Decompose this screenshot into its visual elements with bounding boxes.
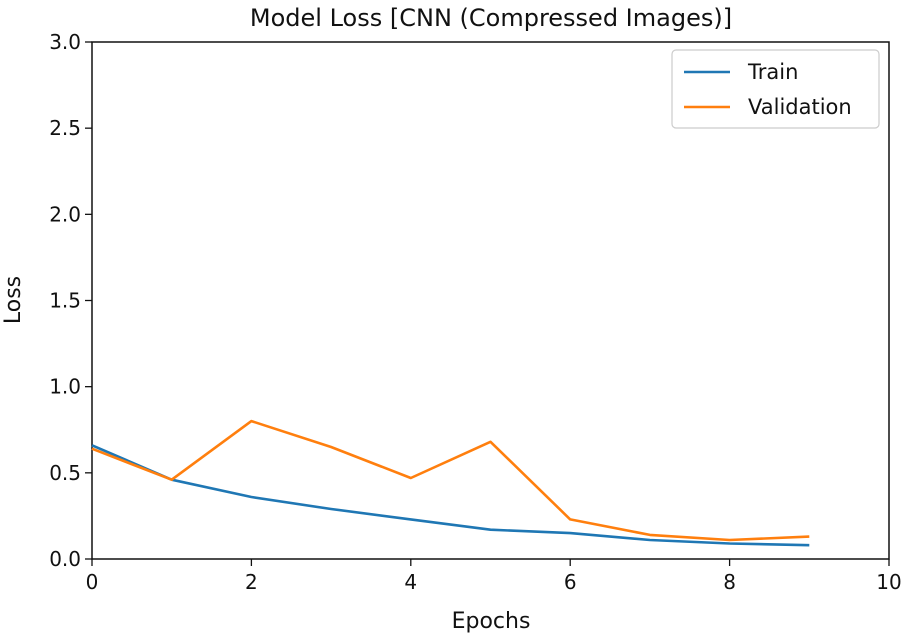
y-tick-label: 2.0 — [49, 202, 81, 226]
y-tick-label: 1.5 — [49, 289, 81, 313]
y-tick-label: 1.0 — [49, 375, 81, 399]
legend-box — [671, 49, 880, 129]
legend-label-train: Train — [747, 60, 798, 84]
x-tick-label: 4 — [404, 570, 417, 594]
x-tick-label: 8 — [723, 570, 736, 594]
y-tick-label: 2.5 — [49, 116, 81, 140]
series-lines — [91, 419, 810, 547]
x-tick-label: 10 — [876, 570, 901, 594]
y-tick-label: 0.5 — [49, 461, 81, 485]
x-tick-label: 6 — [564, 570, 577, 594]
x-axis-title: Epochs — [452, 609, 531, 634]
x-tick-label: 2 — [245, 570, 258, 594]
validation-series-line — [91, 419, 810, 542]
y-tick-label: 3.0 — [49, 30, 81, 54]
chart-title: Model Loss [CNN (Compressed Images)] — [250, 4, 732, 32]
legend-label-validation: Validation — [748, 95, 852, 119]
y-axis: 0.0 0.5 1.0 1.5 2.0 2.5 3.0 — [49, 30, 92, 571]
train-series-line — [91, 444, 810, 547]
x-axis: 0 2 4 6 8 10 — [86, 559, 902, 594]
y-axis-title: Loss — [1, 276, 26, 324]
legend: Train Validation — [671, 49, 880, 129]
x-tick-label: 0 — [86, 570, 99, 594]
y-tick-label: 0.0 — [49, 547, 81, 571]
